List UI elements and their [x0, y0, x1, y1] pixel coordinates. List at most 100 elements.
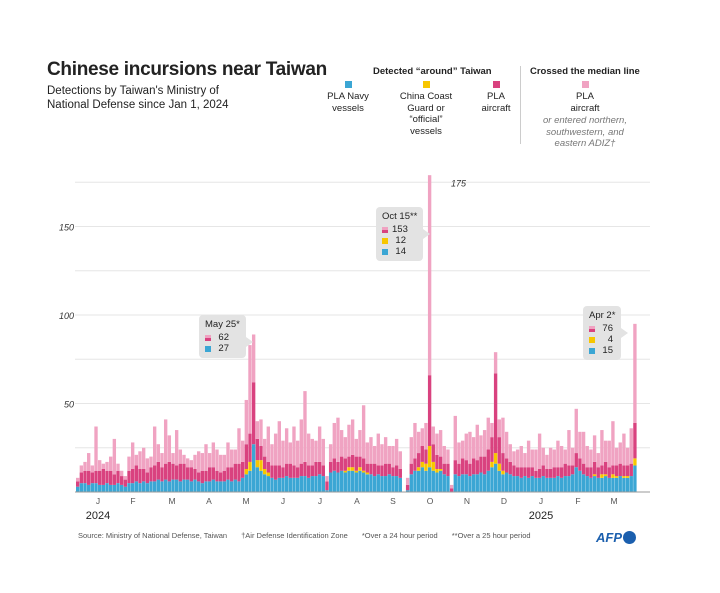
bar-aircraft — [86, 470, 91, 485]
bar-aircraft — [611, 465, 615, 475]
bar-navy — [574, 467, 578, 492]
bar-aircraft — [581, 463, 586, 475]
bar-navy — [189, 481, 194, 492]
footnote-25h: **Over a 25 hour period — [451, 531, 531, 540]
bar-aircraft — [405, 484, 410, 491]
bar-aircraft — [574, 453, 578, 468]
bar-aircraft — [380, 465, 384, 477]
bar-navy — [486, 470, 490, 492]
bar-aircraft — [244, 444, 249, 469]
x-tick-label: J — [96, 496, 100, 506]
bar-crossed — [152, 426, 157, 466]
bar-aircraft — [343, 458, 347, 471]
bar-crossed — [171, 453, 175, 464]
bar-navy — [86, 484, 91, 492]
bar-crossed — [372, 445, 377, 464]
bar-crossed — [468, 431, 472, 464]
bar-navy — [548, 477, 553, 492]
bar-crossed — [134, 454, 139, 466]
bar-aircraft — [578, 458, 582, 471]
bar-navy — [420, 467, 424, 492]
bar-crossed — [200, 453, 205, 471]
bar-navy — [475, 474, 479, 492]
bar-navy — [633, 465, 637, 492]
bar-aircraft — [262, 456, 267, 469]
bar-crossed — [251, 334, 256, 383]
bar-aircraft — [479, 456, 483, 473]
bar-navy — [614, 477, 619, 492]
bar-navy — [552, 477, 556, 492]
bar-crossed — [497, 419, 501, 438]
bar-aircraft — [570, 465, 575, 475]
bar-crossed — [233, 449, 238, 464]
bar-aircraft — [420, 445, 424, 462]
bar-coastguard — [424, 463, 428, 471]
bar-crossed — [431, 426, 435, 445]
bar-crossed — [97, 460, 102, 471]
bar-navy — [207, 481, 212, 492]
bar-aircraft — [226, 467, 230, 480]
bar-aircraft — [292, 465, 296, 478]
bar-crossed — [398, 451, 402, 469]
bar-coastguard — [592, 474, 597, 477]
bar-crossed — [611, 421, 615, 466]
bar-crossed — [394, 438, 399, 466]
bar-crossed — [90, 465, 95, 473]
bar-aircraft — [321, 465, 325, 477]
bar-navy — [607, 477, 611, 492]
bar-navy — [391, 476, 395, 492]
bar-aircraft — [288, 463, 292, 478]
bar-navy — [76, 486, 80, 492]
bar-crossed — [486, 417, 490, 450]
bar-coastguard — [420, 461, 424, 468]
bar-aircraft — [468, 463, 472, 477]
bar-navy — [248, 470, 252, 492]
bar-navy — [134, 481, 139, 492]
bar-crossed — [163, 419, 168, 464]
bar-aircraft — [354, 456, 358, 471]
bar-aircraft — [79, 472, 84, 484]
bar-coastguard — [603, 474, 608, 477]
bar-crossed — [416, 431, 421, 454]
coastguard-swatch — [422, 81, 430, 88]
bar-crossed — [119, 470, 124, 477]
bar-aircraft — [233, 463, 238, 480]
bar-crossed — [519, 445, 523, 468]
bar-navy — [398, 477, 402, 492]
bar-crossed — [306, 433, 311, 466]
bar-crossed — [123, 476, 128, 480]
bar-crossed — [559, 445, 564, 468]
bar-crossed — [207, 453, 212, 468]
annotation-aircraft-value: 153 — [392, 224, 408, 235]
bar-navy — [240, 477, 245, 492]
bar-aircraft — [218, 472, 223, 482]
bar-navy — [369, 474, 373, 492]
bar-aircraft — [299, 463, 303, 477]
bar-crossed — [413, 422, 417, 459]
bar-crossed — [548, 447, 553, 469]
bar-navy — [204, 481, 208, 492]
bar-navy — [526, 477, 531, 492]
bar-aircraft — [537, 468, 542, 478]
bar-aircraft — [398, 468, 402, 478]
bar-aircraft — [105, 470, 109, 484]
aircraft-swatch — [492, 81, 500, 88]
bar-aircraft — [295, 467, 300, 478]
bar-crossed — [310, 438, 314, 466]
bar-navy — [468, 476, 472, 492]
bar-navy — [435, 472, 439, 492]
bar-crossed — [83, 461, 87, 471]
bar-aircraft — [237, 463, 241, 482]
bar-aircraft — [248, 433, 252, 462]
bar-navy — [589, 477, 593, 492]
bar-aircraft — [387, 463, 391, 475]
bar-aircraft — [541, 465, 545, 477]
bar-coastguard — [431, 461, 435, 471]
bar-coastguard — [347, 467, 351, 471]
bar-aircraft — [116, 470, 120, 484]
bar-navy — [354, 472, 358, 492]
chart-subtitle: Detections by Taiwan's Ministry of Natio… — [47, 85, 229, 111]
bar-aircraft — [149, 467, 153, 482]
bar-crossed — [325, 476, 329, 482]
bar-coastguard — [350, 467, 355, 471]
